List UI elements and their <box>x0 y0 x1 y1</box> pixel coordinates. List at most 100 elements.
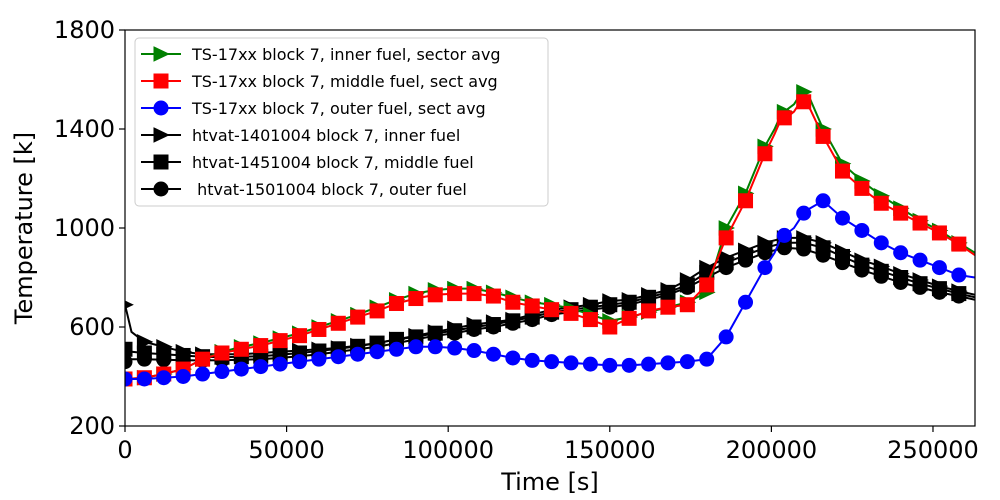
series-2-point <box>330 315 346 331</box>
y-tick-label: 1000 <box>54 214 115 242</box>
series-2-point <box>621 310 637 326</box>
series-6-point <box>602 299 618 315</box>
series-2-point <box>602 319 618 335</box>
series-3-point <box>834 210 850 226</box>
legend-label: TS-17xx block 7, outer fuel, sect avg <box>191 99 486 118</box>
series-2-point <box>524 298 540 314</box>
series-2-point <box>272 333 288 349</box>
series-5-line <box>125 241 975 359</box>
series-2-point <box>679 297 695 313</box>
series-2-point <box>214 345 230 361</box>
series-2-point <box>466 286 482 302</box>
legend: TS-17xx block 7, inner fuel, sector avg T… <box>134 37 549 207</box>
series-2-point <box>350 309 366 325</box>
series-3-point <box>544 354 560 370</box>
legend-marker <box>153 100 169 116</box>
series-2-point <box>544 302 560 318</box>
series-2-point <box>854 180 870 196</box>
series-3-point <box>873 235 889 251</box>
y-tick-label: 200 <box>69 412 115 440</box>
legend-entry: TS-17xx block 7, outer fuel, sect avg <box>141 99 486 118</box>
series-3-point <box>175 369 191 384</box>
series-6-point <box>447 325 463 341</box>
series-6-point <box>125 354 133 370</box>
series-2-point <box>931 225 947 241</box>
series-2-point <box>408 291 424 307</box>
series-2-point <box>738 193 754 209</box>
series-2-point <box>912 215 928 231</box>
legend-label: htvat-1501004 block 7, outer fuel <box>192 180 467 199</box>
y-axis: 200 600 1000 1400 1800 <box>54 16 125 440</box>
series-3-point <box>815 193 831 209</box>
series-6-point <box>757 245 773 261</box>
series-3-point <box>912 252 928 268</box>
series-3-point <box>738 294 754 310</box>
series-3-point <box>776 227 792 243</box>
series-3-point <box>311 351 327 367</box>
series-2-point <box>893 205 909 221</box>
series-3 <box>125 193 975 387</box>
series-2-point <box>718 230 734 246</box>
legend-marker <box>153 127 170 143</box>
series-3-point <box>524 352 540 368</box>
series-3-point <box>292 354 308 370</box>
series-6-point <box>854 262 870 278</box>
series-3-point <box>233 361 249 377</box>
series-3-point <box>195 366 211 382</box>
series-2-point <box>195 351 211 367</box>
series-3-point <box>330 349 346 365</box>
x-tick-label: 200000 <box>726 436 818 464</box>
series-6-point <box>873 268 889 284</box>
legend-entry: htvat-1501004 block 7, outer fuel <box>141 180 467 199</box>
series-3-point <box>156 370 172 386</box>
series-2-point <box>699 277 715 293</box>
series-6-point <box>738 252 754 268</box>
legend-label: htvat-1401004 block 7, inner fuel <box>192 126 460 145</box>
legend-label: TS-17xx block 7, middle fuel, sect avg <box>191 72 498 91</box>
series-2-point <box>369 303 385 319</box>
series-3-point <box>350 346 366 362</box>
series-6-point <box>796 241 812 257</box>
series-2-point <box>447 286 463 302</box>
series-2-point <box>311 321 327 337</box>
series-3-point <box>505 350 521 366</box>
series-3-point <box>388 341 404 357</box>
legend-entry: htvat-1451004 block 7, middle fuel <box>141 153 474 172</box>
series-4-line <box>125 236 975 356</box>
series-5-point <box>125 341 133 357</box>
series-3-point <box>679 354 695 370</box>
legend-marker <box>153 154 169 170</box>
x-tick-label: 250000 <box>887 436 979 464</box>
series-3-point <box>427 339 443 355</box>
series-3-point <box>136 371 152 387</box>
series-6-point <box>156 352 172 368</box>
legend-entry: TS-17xx block 7, inner fuel, sector avg <box>141 45 501 64</box>
series-2-point <box>834 163 850 179</box>
series-6-point <box>931 284 947 300</box>
series-6-point <box>505 315 521 331</box>
x-tick-label: 100000 <box>402 436 494 464</box>
legend-label: TS-17xx block 7, inner fuel, sector avg <box>191 45 501 64</box>
legend-marker <box>153 73 169 89</box>
y-tick-label: 600 <box>69 313 115 341</box>
series-3-point <box>369 344 385 360</box>
series-2-point <box>253 338 269 354</box>
legend-marker <box>153 46 170 62</box>
series-2-point <box>388 295 404 311</box>
series-2-point <box>233 341 249 357</box>
series-6-point <box>718 260 734 276</box>
series-6-point <box>815 247 831 263</box>
series-3-point <box>796 205 812 221</box>
series-6-line <box>125 246 975 363</box>
series-3-point <box>408 339 424 355</box>
series-3-point <box>931 260 947 276</box>
series-3-point <box>854 222 870 238</box>
series-2-point <box>485 288 501 304</box>
series-3-point <box>214 364 230 380</box>
series-6-point <box>485 319 501 335</box>
x-axis-label: Time [s] <box>500 468 599 496</box>
legend-label: htvat-1451004 block 7, middle fuel <box>192 153 474 172</box>
series-3-point <box>893 245 909 261</box>
legend-entry: TS-17xx block 7, middle fuel, sect avg <box>141 72 498 91</box>
